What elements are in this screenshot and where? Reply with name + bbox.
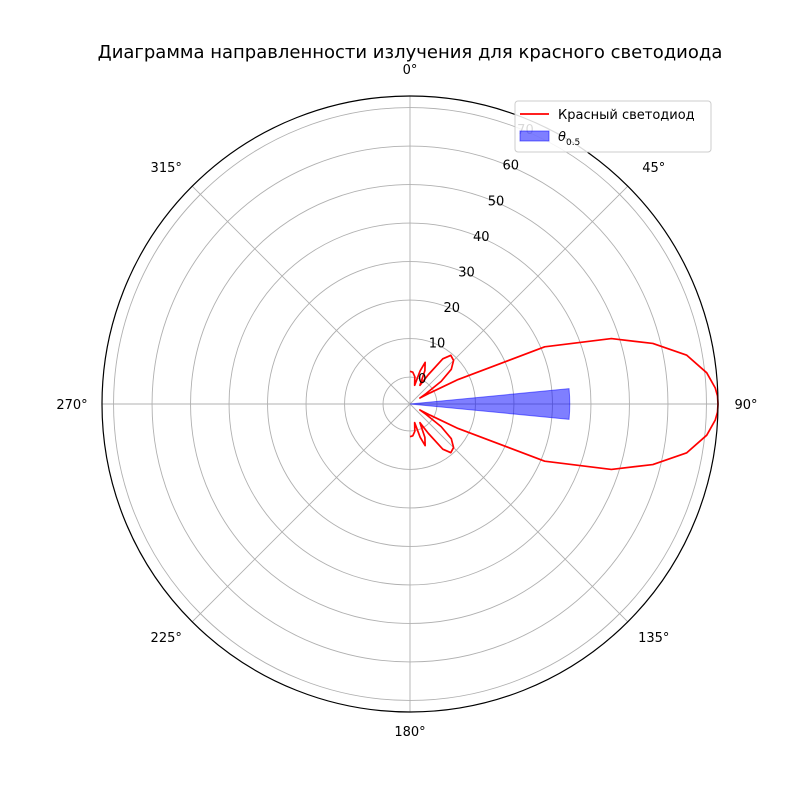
radial-tick-label: 10	[429, 337, 446, 352]
angle-tick-label: 180°	[394, 725, 425, 740]
legend-wedge-swatch	[519, 130, 550, 142]
legend-label-led: Красный светодиод	[558, 108, 695, 123]
legend: Красный светодиод θ0.5	[514, 100, 712, 153]
radial-tick-label: 60	[502, 159, 519, 174]
radial-tick-label: 40	[473, 230, 490, 245]
angular-gridline	[409, 403, 629, 623]
theta-half-wedge	[409, 388, 571, 420]
legend-box	[514, 100, 712, 153]
radial-tick-label: 20	[444, 301, 461, 316]
radial-tick-label: 30	[458, 265, 475, 280]
angle-tick-label: 135°	[638, 631, 669, 646]
angle-tick-label: 0°	[403, 63, 418, 78]
chart-title: Диаграмма направленности излучения для к…	[97, 42, 723, 63]
legend-label-theta: θ0.5	[558, 130, 580, 148]
angular-gridline	[191, 185, 411, 405]
angle-tick-label: 90°	[734, 398, 757, 413]
grid-layer	[102, 96, 718, 712]
angular-gridline	[191, 403, 411, 623]
angle-tick-label: 45°	[642, 161, 665, 176]
radial-tick-label: 50	[488, 194, 505, 209]
angle-tick-label: 315°	[151, 161, 182, 176]
plot-frame	[101, 95, 719, 713]
angle-tick-label: 270°	[56, 398, 87, 413]
angle-tick-label: 225°	[151, 631, 182, 646]
radial-tick-label: 0	[418, 372, 426, 387]
angular-gridline	[409, 185, 629, 405]
tick-layer: 0° 45° 90° 135° 180° 225° 270° 315° 0 10 20 30 40 50 6…	[56, 63, 757, 740]
